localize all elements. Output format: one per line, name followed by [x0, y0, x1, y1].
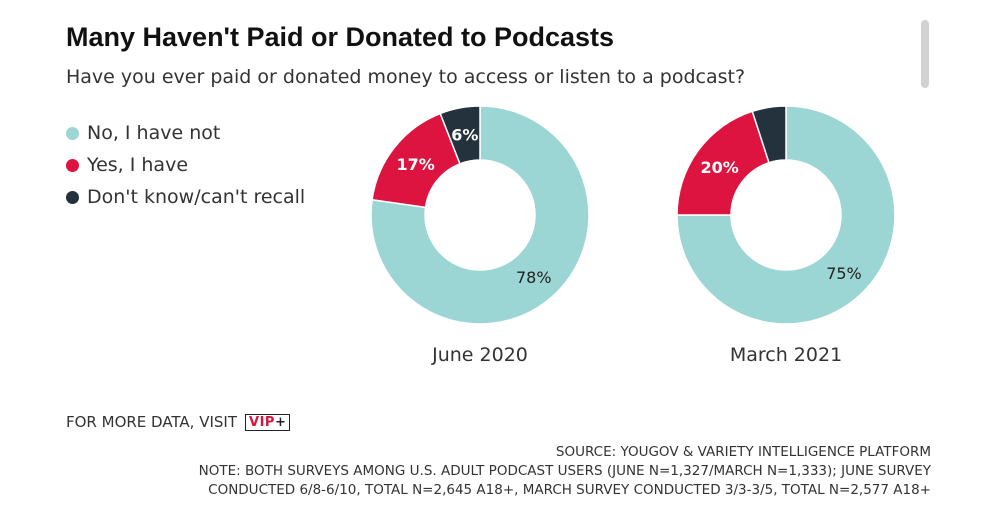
legend-swatch-no [66, 126, 79, 140]
legend-label-no: No, I have not [87, 122, 221, 144]
donut-charts: 78% 17% 6% June 2020 75% 20% March 2021 [370, 105, 896, 366]
vip-plus-link[interactable]: VIP+ [245, 413, 291, 431]
june-2020-slice-label-2: 6% [451, 125, 478, 144]
june-2020-slice-label-1: 17% [397, 155, 435, 174]
march-2021-slice-label-1: 20% [701, 158, 739, 177]
march-2021-slice-2 [751, 105, 787, 164]
chart-subtitle: Have you ever paid or donated money to a… [66, 66, 746, 88]
vip-badge-vip: VIP [249, 414, 275, 430]
legend-item-yes: Yes, I have [66, 149, 305, 181]
legend-swatch-yes [66, 158, 79, 172]
legend-item-no: No, I have not [66, 117, 305, 149]
source-text: SOURCE: YOUGOV & VARIETY INTELLIGENCE PL… [555, 444, 931, 460]
note-line-1: NOTE: BOTH SURVEYS AMONG U.S. ADULT PODC… [198, 463, 931, 479]
june-2020-slice-label-0: 78% [516, 268, 552, 287]
note-line-2: CONDUCTED 6/8-6/10, TOTAL N=2,645 A18+, … [208, 482, 931, 498]
source-footnote: SOURCE: YOUGOV & VARIETY INTELLIGENCE PL… [199, 443, 931, 500]
march-2021-caption: March 2021 [730, 344, 842, 366]
legend-label-yes: Yes, I have [87, 154, 189, 176]
scrollbar-thumb[interactable] [921, 20, 929, 88]
legend-item-dont-know: Don't know/can't recall [66, 181, 305, 213]
vip-badge-plus: + [274, 414, 287, 430]
june-2020-caption: June 2020 [431, 344, 528, 366]
legend-swatch-dont-know [66, 190, 79, 204]
march-2021-slice-label-0: 75% [826, 264, 862, 283]
more-data-row: FOR MORE DATA, VISIT VIP+ [66, 413, 291, 431]
march-2021-slice-0 [676, 105, 896, 325]
june-2020-slice-2 [439, 105, 481, 165]
more-data-text: FOR MORE DATA, VISIT [66, 413, 238, 431]
legend: No, I have not Yes, I have Don't know/ca… [66, 117, 305, 213]
chart-title: Many Haven't Paid or Donated to Podcasts [66, 22, 615, 52]
legend-label-dont-know: Don't know/can't recall [87, 186, 306, 208]
june-2020-slice-0 [370, 105, 590, 325]
